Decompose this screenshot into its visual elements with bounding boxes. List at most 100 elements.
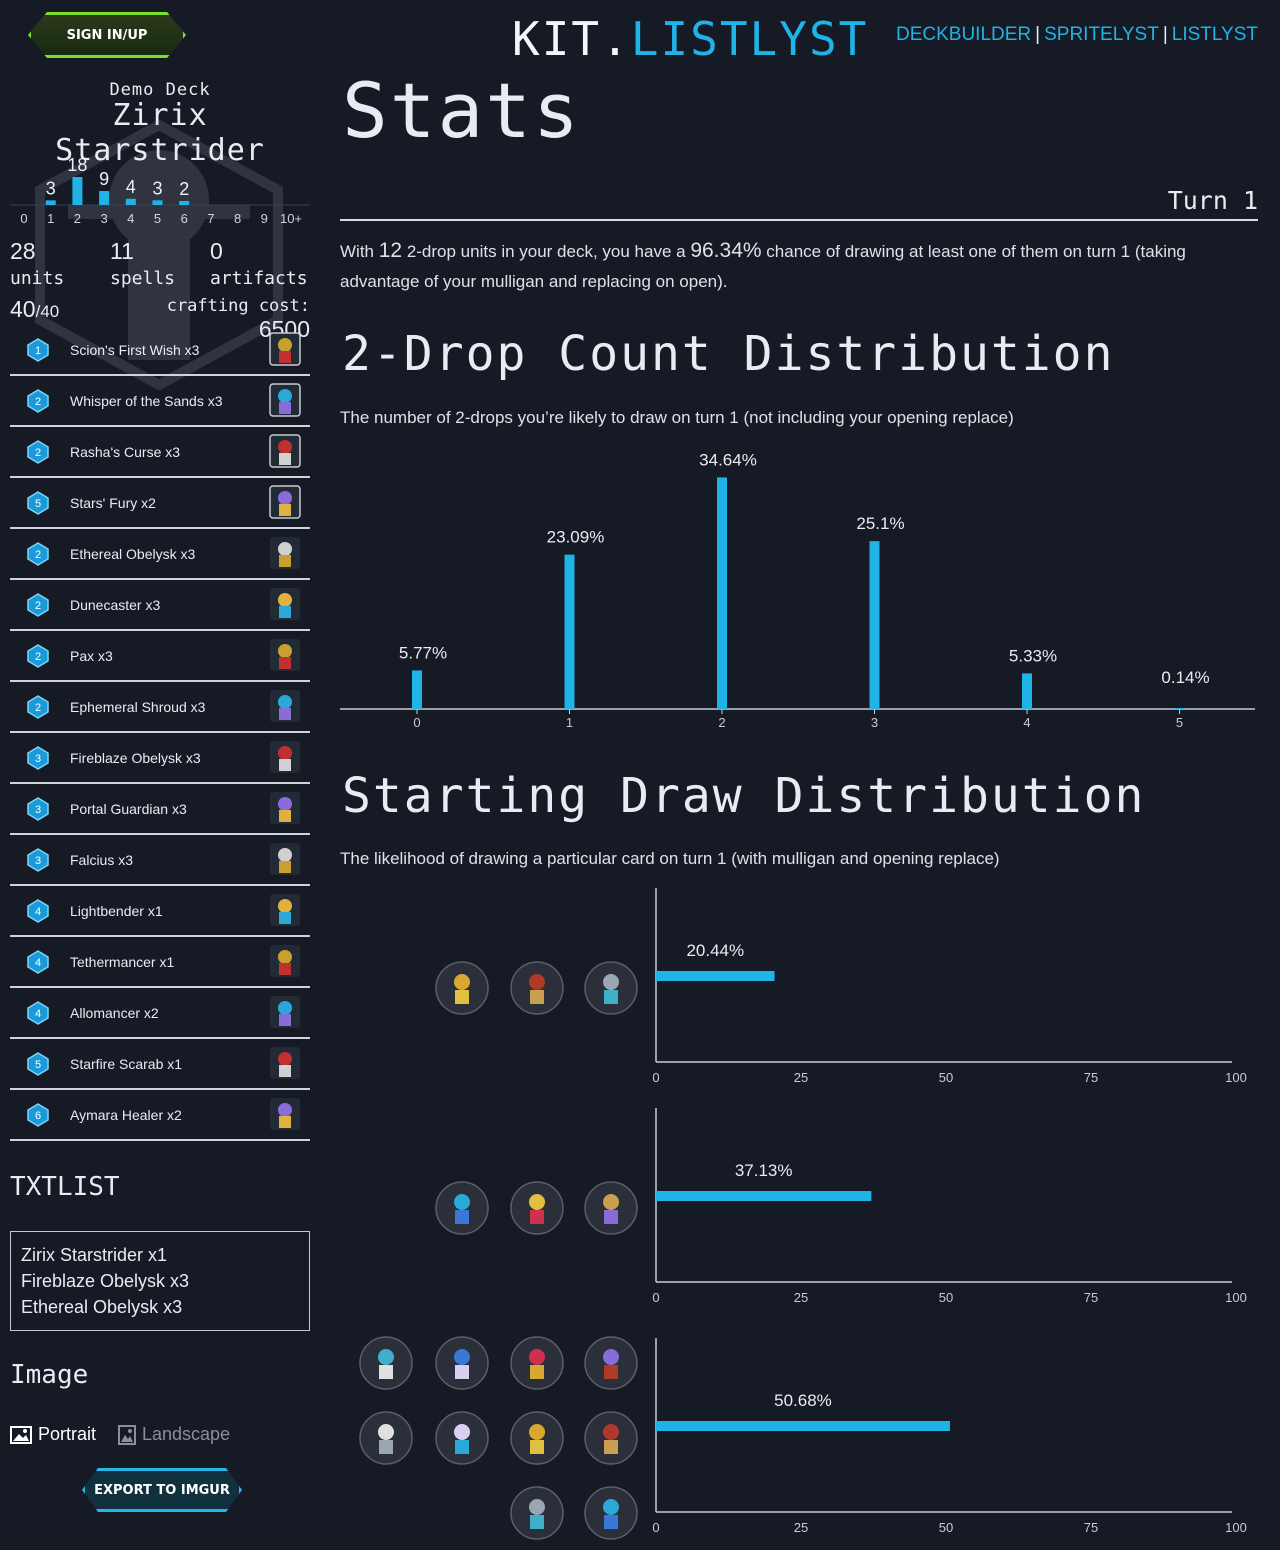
mana-cost: 2: [35, 702, 41, 714]
two-drop-distribution-chart: 5.77% 0 23.09% 1 34.64% 2 25.1% 3 5.33% 4 0.14% 5: [340, 450, 1255, 730]
mana-cost: 1: [35, 345, 41, 357]
card-name: Stars' Fury x2: [70, 494, 156, 511]
curve-tick-label: 1: [47, 211, 54, 226]
nav-deckbuilder[interactable]: DECKBUILDER: [896, 24, 1032, 45]
mana-gem-icon: 4: [27, 1001, 49, 1025]
spell-mask-icon: [269, 434, 301, 468]
page-title: Stats: [342, 66, 581, 155]
dist-tick-label: 4: [1023, 715, 1030, 730]
curve-tick-label: 7: [207, 211, 214, 226]
mana-cost: 5: [35, 1059, 41, 1071]
txtlist-line: Zirix Starstrider x1: [21, 1245, 168, 1265]
card-portrait-icon: Dunecaster: [510, 1336, 564, 1390]
two-drop-count: 12: [378, 239, 403, 262]
card-row[interactable]: 6 Aymara Healer x2: [10, 1090, 310, 1141]
export-imgur-button[interactable]: EXPORT TO IMGUR: [82, 1468, 242, 1512]
curve-tick-label: 2: [74, 211, 81, 226]
card-row[interactable]: 2 Ethereal Obelysk x3: [10, 529, 310, 580]
image-heading: Image: [10, 1360, 89, 1390]
portrait-option[interactable]: Portrait: [10, 1424, 96, 1445]
txtlist-heading: TXTLIST: [10, 1172, 120, 1202]
nav-spritelyst[interactable]: SPRITELYST: [1044, 24, 1159, 45]
logo-kit: KIT.: [512, 12, 631, 66]
draw-value-label: 20.44%: [686, 941, 744, 960]
card-row[interactable]: 5 Stars' Fury x2: [10, 478, 310, 529]
card-row[interactable]: 4 Allomancer x2: [10, 988, 310, 1039]
total-count: 40: [10, 296, 36, 322]
card-row[interactable]: 1 Scion's First Wish x3: [10, 325, 310, 376]
card-row[interactable]: 5 Starfire Scarab x1: [10, 1039, 310, 1090]
txtlist-line: Fireblaze Obelysk x3: [21, 1271, 190, 1291]
card-name: Ethereal Obelysk x3: [70, 545, 196, 562]
mana-gem-icon: 2: [27, 593, 49, 617]
txtlist-textarea[interactable]: Zirix Starstrider x1 Fireblaze Obelysk x…: [10, 1231, 310, 1331]
card-row[interactable]: 2 Dunecaster x3: [10, 580, 310, 631]
card-list: 1 Scion's First Wish x3 2 Whisper of the…: [10, 325, 310, 1141]
mana-gem-icon: 3: [27, 797, 49, 821]
card-row[interactable]: 3 Fireblaze Obelysk x3: [10, 733, 310, 784]
curve-value-label: 3: [152, 178, 162, 198]
sign-in-button[interactable]: SIGN IN/UP: [28, 12, 186, 58]
draw-tick-label: 50: [939, 1070, 953, 1085]
curve-bar: [45, 200, 56, 205]
mana-gem-icon: 5: [27, 1052, 49, 1076]
card-row[interactable]: 2 Whisper of the Sands x3: [10, 376, 310, 427]
landscape-option[interactable]: Landscape: [118, 1424, 230, 1445]
mana-cost: 4: [35, 1008, 41, 1020]
draw-tick-label: 0: [652, 1290, 659, 1305]
draw-tick-label: 25: [794, 1290, 808, 1305]
card-name: Dunecaster x3: [70, 596, 161, 613]
card-row[interactable]: 4 Tethermancer x1: [10, 937, 310, 988]
dist-tick-label: 2: [718, 715, 725, 730]
top-nav: DECKBUILDER | SPRITELYST | LISTLYST: [896, 24, 1258, 46]
image-icon: [10, 1425, 32, 1444]
allomancer-sprite: [270, 996, 300, 1028]
curve-value-label: 3: [46, 178, 56, 198]
curve-bar: [125, 198, 136, 205]
mana-cost: 3: [35, 855, 41, 867]
spells-count: 11: [110, 238, 134, 264]
summary-paragraph: With 12 2-drop units in your deck, you h…: [340, 236, 1258, 297]
mana-cost: 5: [35, 498, 41, 510]
card-row[interactable]: 4 Lightbender x1: [10, 886, 310, 937]
card-name: Allomancer x2: [70, 1004, 159, 1021]
draw-tick-label: 100: [1225, 1520, 1247, 1535]
card-portrait-icon: Portal Guardian: [359, 1411, 413, 1465]
spell-stars-icon: [269, 485, 301, 519]
mana-cost: 4: [35, 906, 41, 918]
card-row[interactable]: 2 Rasha's Curse x3: [10, 427, 310, 478]
card-row[interactable]: 2 Ephemeral Shroud x3: [10, 682, 310, 733]
card-row[interactable]: 3 Portal Guardian x3: [10, 784, 310, 835]
curve-tick-label: 10+: [280, 211, 302, 226]
draw-tick-label: 75: [1084, 1290, 1098, 1305]
falcius-sprite: [270, 843, 300, 875]
mana-gem-icon: 5: [27, 491, 49, 515]
para-pre: With: [340, 242, 379, 261]
dist-bar: [1022, 673, 1032, 709]
nav-listlyst[interactable]: LISTLYST: [1171, 24, 1258, 45]
draw-heading: Starting Draw Distribution: [342, 768, 1146, 824]
dunecaster-sprite: [270, 588, 300, 620]
card-row[interactable]: 3 Falcius x3: [10, 835, 310, 886]
dist-value-label: 0.14%: [1161, 668, 1209, 687]
card-name: Lightbender x1: [70, 902, 163, 919]
curve-value-label: 4: [126, 177, 136, 197]
mana-gem-icon: 2: [27, 440, 49, 464]
units-label: units: [10, 268, 65, 289]
mana-gem-icon: 4: [27, 899, 49, 923]
card-name: Pax x3: [70, 647, 113, 664]
mana-gem-icon: 3: [27, 848, 49, 872]
dist-value-label: 5.77%: [399, 643, 447, 662]
site-logo[interactable]: KIT.LISTLYST: [512, 12, 868, 66]
mana-cost: 3: [35, 753, 41, 765]
draw-tick-label: 0: [652, 1070, 659, 1085]
draw-tick-label: 25: [794, 1520, 808, 1535]
card-row[interactable]: 2 Pax x3: [10, 631, 310, 682]
units-count: 28: [10, 238, 36, 264]
dist-value-label: 25.1%: [856, 514, 904, 533]
curve-tick-label: 4: [127, 211, 134, 226]
dist-tick-label: 0: [413, 715, 420, 730]
draw-value-label: 50.68%: [774, 1391, 832, 1410]
card-name: Falcius x3: [70, 851, 134, 868]
